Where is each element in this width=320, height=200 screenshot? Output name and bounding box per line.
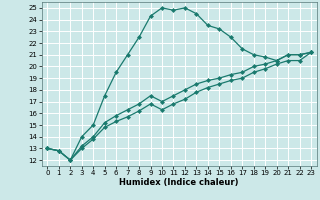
X-axis label: Humidex (Indice chaleur): Humidex (Indice chaleur) (119, 178, 239, 187)
